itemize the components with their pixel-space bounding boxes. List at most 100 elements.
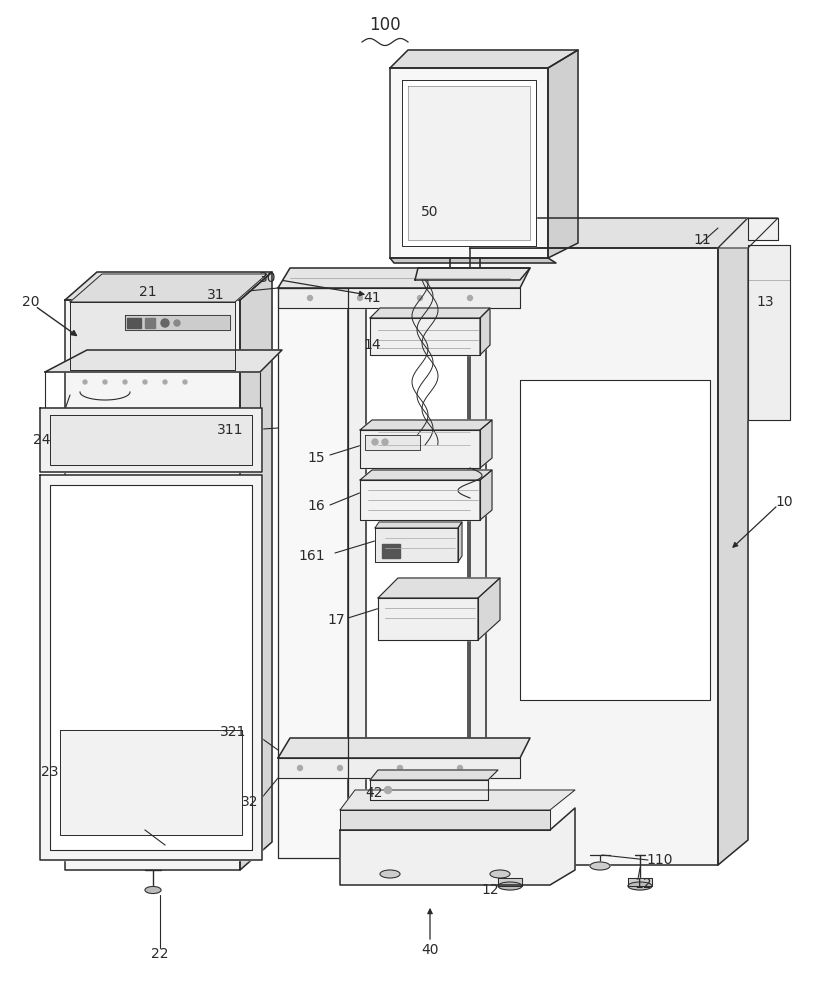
Polygon shape [408, 86, 530, 240]
Circle shape [161, 319, 169, 327]
Polygon shape [480, 420, 492, 468]
Polygon shape [278, 288, 348, 858]
Polygon shape [390, 258, 556, 263]
Text: 22: 22 [151, 947, 169, 961]
Polygon shape [50, 415, 252, 465]
Text: 24: 24 [33, 433, 50, 447]
Text: 21: 21 [139, 285, 157, 299]
Polygon shape [470, 248, 718, 865]
Text: 12: 12 [481, 883, 499, 897]
Circle shape [372, 439, 378, 445]
Polygon shape [348, 288, 366, 858]
Bar [127, 318, 141, 328]
Polygon shape [748, 245, 790, 420]
Ellipse shape [380, 870, 400, 878]
Polygon shape [65, 300, 240, 870]
Circle shape [174, 320, 180, 326]
Text: 30: 30 [259, 271, 277, 285]
Polygon shape [340, 808, 575, 885]
Circle shape [338, 766, 343, 770]
Ellipse shape [498, 882, 522, 890]
Circle shape [123, 380, 127, 384]
Text: 13: 13 [756, 295, 774, 309]
Text: 41: 41 [363, 291, 381, 305]
Polygon shape [378, 578, 500, 598]
Polygon shape [65, 272, 272, 300]
Text: 311: 311 [216, 423, 243, 437]
Circle shape [458, 766, 463, 770]
Polygon shape [70, 302, 235, 370]
Ellipse shape [490, 870, 510, 878]
Ellipse shape [628, 882, 652, 890]
Text: 12: 12 [635, 877, 652, 891]
Polygon shape [478, 578, 500, 640]
Polygon shape [470, 218, 748, 248]
Polygon shape [370, 780, 488, 800]
Circle shape [298, 766, 302, 770]
Polygon shape [50, 485, 252, 850]
Polygon shape [370, 308, 490, 318]
Circle shape [163, 380, 167, 384]
Circle shape [398, 766, 403, 770]
Bar [145, 318, 155, 328]
Text: 10: 10 [775, 495, 792, 509]
Text: 16: 16 [307, 499, 325, 513]
Text: 17: 17 [327, 613, 344, 627]
Polygon shape [278, 758, 520, 778]
Polygon shape [278, 288, 520, 308]
Polygon shape [340, 810, 550, 830]
Ellipse shape [145, 886, 161, 894]
Text: 100: 100 [369, 16, 401, 34]
Text: 20: 20 [22, 295, 39, 309]
Polygon shape [375, 528, 458, 562]
Polygon shape [748, 218, 778, 240]
Polygon shape [360, 430, 480, 468]
Polygon shape [628, 878, 652, 886]
Polygon shape [520, 380, 710, 700]
Circle shape [307, 296, 312, 300]
Text: 50: 50 [421, 205, 439, 219]
Polygon shape [360, 470, 492, 480]
Text: 42: 42 [365, 786, 383, 800]
Ellipse shape [590, 862, 610, 870]
Polygon shape [125, 315, 230, 330]
Polygon shape [458, 522, 462, 562]
Circle shape [143, 380, 147, 384]
Polygon shape [40, 475, 262, 860]
Polygon shape [718, 218, 778, 248]
Polygon shape [70, 274, 267, 302]
Polygon shape [402, 80, 536, 246]
Polygon shape [40, 408, 262, 472]
Polygon shape [60, 730, 242, 835]
Polygon shape [240, 272, 272, 870]
Text: 11: 11 [693, 233, 711, 247]
Polygon shape [378, 598, 478, 640]
Polygon shape [45, 350, 282, 372]
Circle shape [358, 296, 363, 300]
Text: 14: 14 [363, 338, 381, 352]
Circle shape [83, 380, 87, 384]
Polygon shape [718, 218, 748, 865]
Circle shape [103, 380, 107, 384]
Polygon shape [370, 770, 498, 780]
Bar [382, 544, 400, 558]
Text: 23: 23 [40, 765, 58, 779]
Circle shape [382, 439, 388, 445]
Polygon shape [360, 480, 480, 520]
Polygon shape [360, 420, 492, 430]
Text: 15: 15 [307, 451, 325, 465]
Polygon shape [480, 470, 492, 520]
Polygon shape [375, 522, 462, 528]
Circle shape [418, 296, 423, 300]
Polygon shape [390, 68, 548, 258]
Text: 110: 110 [647, 853, 673, 867]
Polygon shape [390, 50, 578, 68]
Polygon shape [498, 878, 522, 886]
Text: 40: 40 [421, 943, 439, 957]
Text: 321: 321 [219, 725, 246, 739]
Circle shape [183, 380, 187, 384]
Circle shape [385, 786, 391, 794]
Polygon shape [468, 288, 486, 858]
Polygon shape [278, 268, 530, 288]
Text: 31: 31 [207, 288, 225, 302]
